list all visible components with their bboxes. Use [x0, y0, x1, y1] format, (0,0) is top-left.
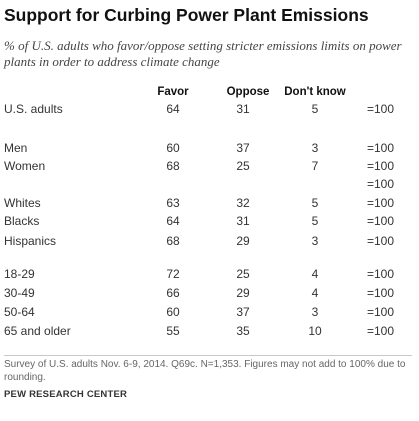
- cell-dont-know: 5: [311, 196, 319, 210]
- cell-favor: 64: [166, 214, 180, 228]
- row-label: 50-64: [4, 305, 35, 319]
- footnote: Survey of U.S. adults Nov. 6-9, 2014. Q6…: [4, 359, 406, 383]
- column-header-favor: Favor: [157, 86, 189, 98]
- cell-dont-know: 7: [311, 159, 319, 173]
- cell-oppose: 35: [236, 324, 250, 338]
- cell-oppose: 31: [236, 214, 250, 228]
- row-label: 18-29: [4, 267, 35, 281]
- cell-oppose: 37: [236, 141, 250, 155]
- cell-dont-know: 3: [311, 141, 319, 155]
- row-total: =100: [367, 286, 395, 300]
- row-total: =100: [367, 305, 395, 319]
- cell-favor: 66: [166, 286, 180, 300]
- row-total: =100: [367, 324, 395, 338]
- row-total: =100: [367, 102, 395, 116]
- row-total: =100: [367, 267, 395, 281]
- cell-dont-know: 3: [311, 305, 319, 319]
- cell-oppose: 25: [236, 159, 250, 173]
- row-label: 30-49: [4, 286, 35, 300]
- row-label: Blacks: [4, 214, 40, 228]
- cell-dont-know: 4: [311, 267, 319, 281]
- row-label: U.S. adults: [4, 102, 63, 116]
- column-header-dont-know: Don't know: [284, 86, 346, 98]
- row-total: =100: [367, 177, 395, 191]
- chart-subtitle: % of U.S. adults who favor/oppose settin…: [4, 38, 402, 69]
- cell-favor: 55: [166, 324, 180, 338]
- cell-favor: 68: [166, 159, 180, 173]
- cell-oppose: 37: [236, 305, 250, 319]
- cell-favor: 60: [166, 305, 180, 319]
- cell-favor: 63: [166, 196, 180, 210]
- cell-favor: 72: [166, 267, 180, 281]
- row-label: Women: [4, 159, 46, 173]
- cell-oppose: 29: [236, 234, 250, 248]
- row-total: =100: [367, 141, 395, 155]
- row-total: =100: [367, 234, 395, 248]
- column-header-oppose: Oppose: [226, 86, 270, 98]
- cell-favor: 68: [166, 234, 180, 248]
- row-label: Men: [4, 141, 28, 155]
- row-label: 65 and older: [4, 324, 71, 338]
- cell-oppose: 31: [236, 102, 250, 116]
- cell-oppose: 25: [236, 267, 250, 281]
- chart-title: Support for Curbing Power Plant Emission…: [4, 5, 369, 25]
- cell-dont-know: 5: [311, 102, 319, 116]
- cell-dont-know: 4: [311, 286, 319, 300]
- source-label: PEW RESEARCH CENTER: [4, 389, 128, 400]
- row-total: =100: [367, 196, 395, 210]
- row-label: Hispanics: [4, 234, 57, 248]
- row-label: Whites: [4, 196, 41, 210]
- cell-favor: 60: [166, 141, 180, 155]
- cell-dont-know: 3: [311, 234, 319, 248]
- cell-favor: 64: [166, 102, 180, 116]
- cell-oppose: 29: [236, 286, 250, 300]
- row-total: =100: [367, 214, 395, 228]
- cell-dont-know: 10: [308, 324, 322, 338]
- cell-oppose: 32: [236, 196, 250, 210]
- row-total: =100: [367, 159, 395, 173]
- cell-dont-know: 5: [311, 214, 319, 228]
- footer-divider: [4, 355, 412, 356]
